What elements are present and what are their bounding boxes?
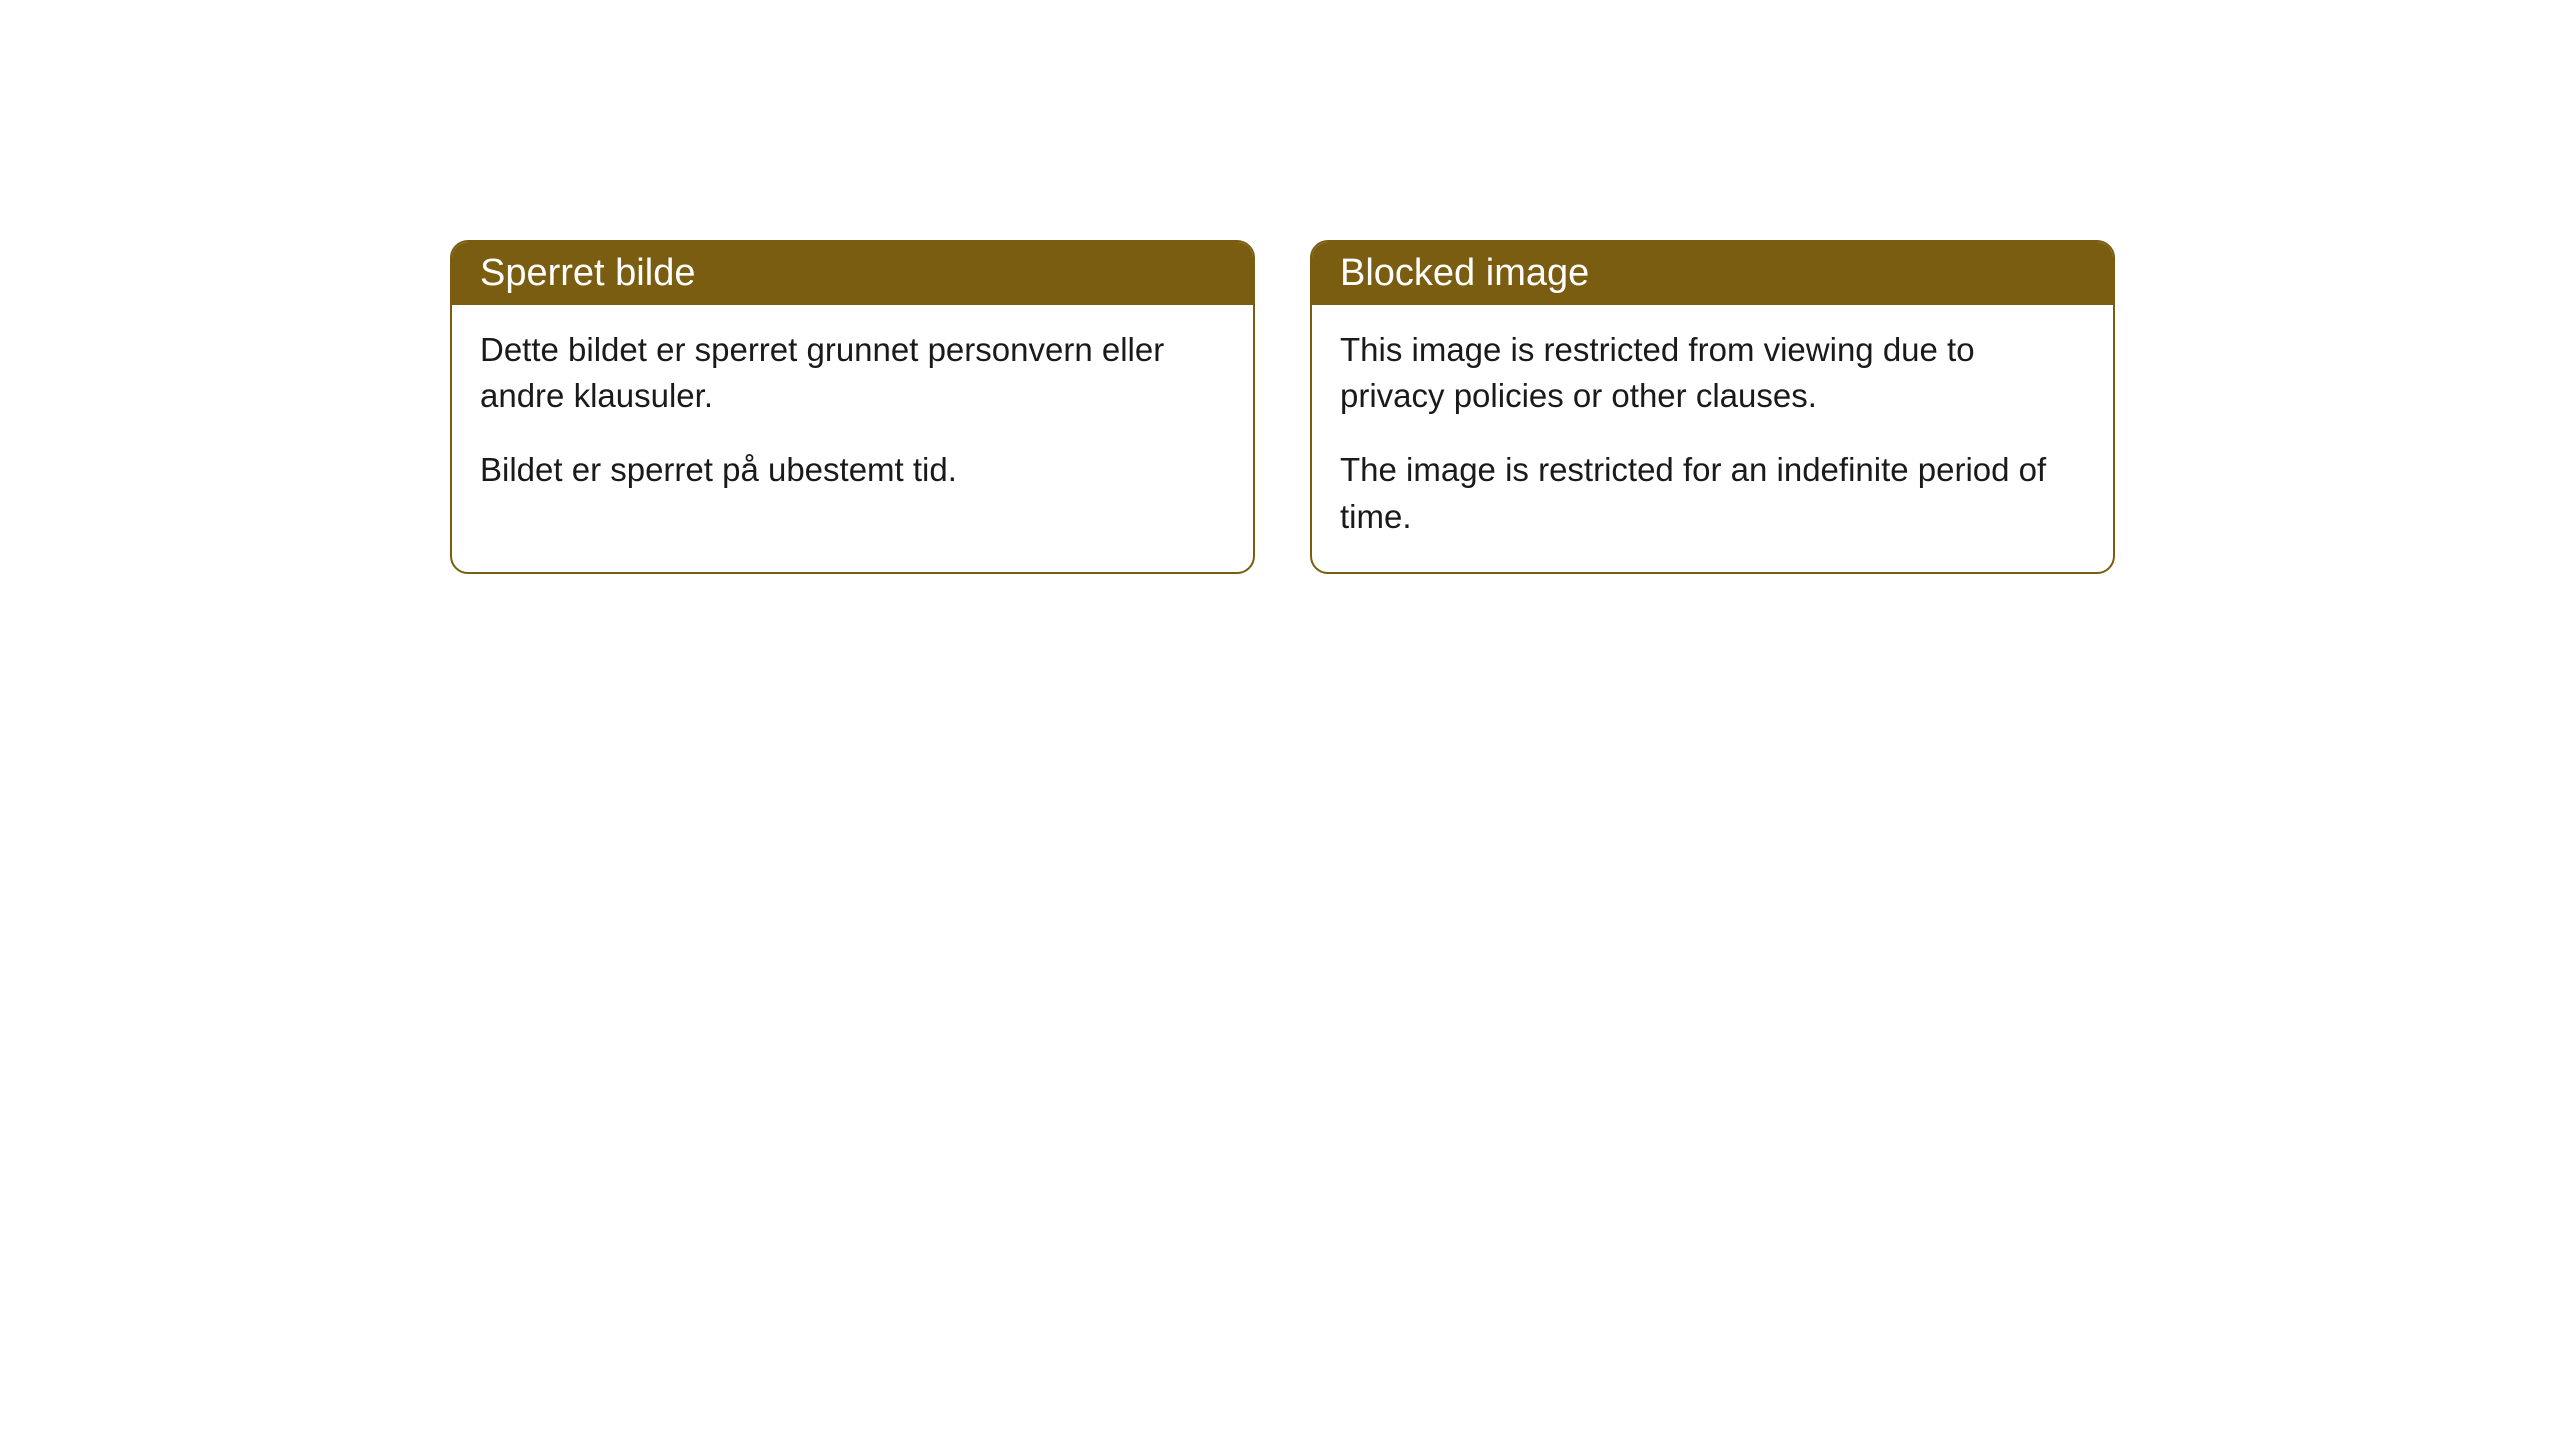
blocked-notice-card-no: Sperret bilde Dette bildet er sperret gr…: [450, 240, 1255, 574]
card-title: Blocked image: [1340, 252, 1589, 294]
card-paragraph: Dette bildet er sperret grunnet personve…: [480, 327, 1225, 419]
blocked-notice-card-en: Blocked image This image is restricted f…: [1310, 240, 2115, 574]
card-body: Dette bildet er sperret grunnet personve…: [452, 305, 1253, 526]
card-body: This image is restricted from viewing du…: [1312, 305, 2113, 572]
card-title: Sperret bilde: [480, 252, 695, 294]
card-paragraph: The image is restricted for an indefinit…: [1340, 447, 2085, 539]
card-paragraph: Bildet er sperret på ubestemt tid.: [480, 447, 1225, 493]
card-header: Blocked image: [1312, 242, 2113, 305]
card-paragraph: This image is restricted from viewing du…: [1340, 327, 2085, 419]
card-header: Sperret bilde: [452, 242, 1253, 305]
notice-container: Sperret bilde Dette bildet er sperret gr…: [0, 0, 2560, 574]
